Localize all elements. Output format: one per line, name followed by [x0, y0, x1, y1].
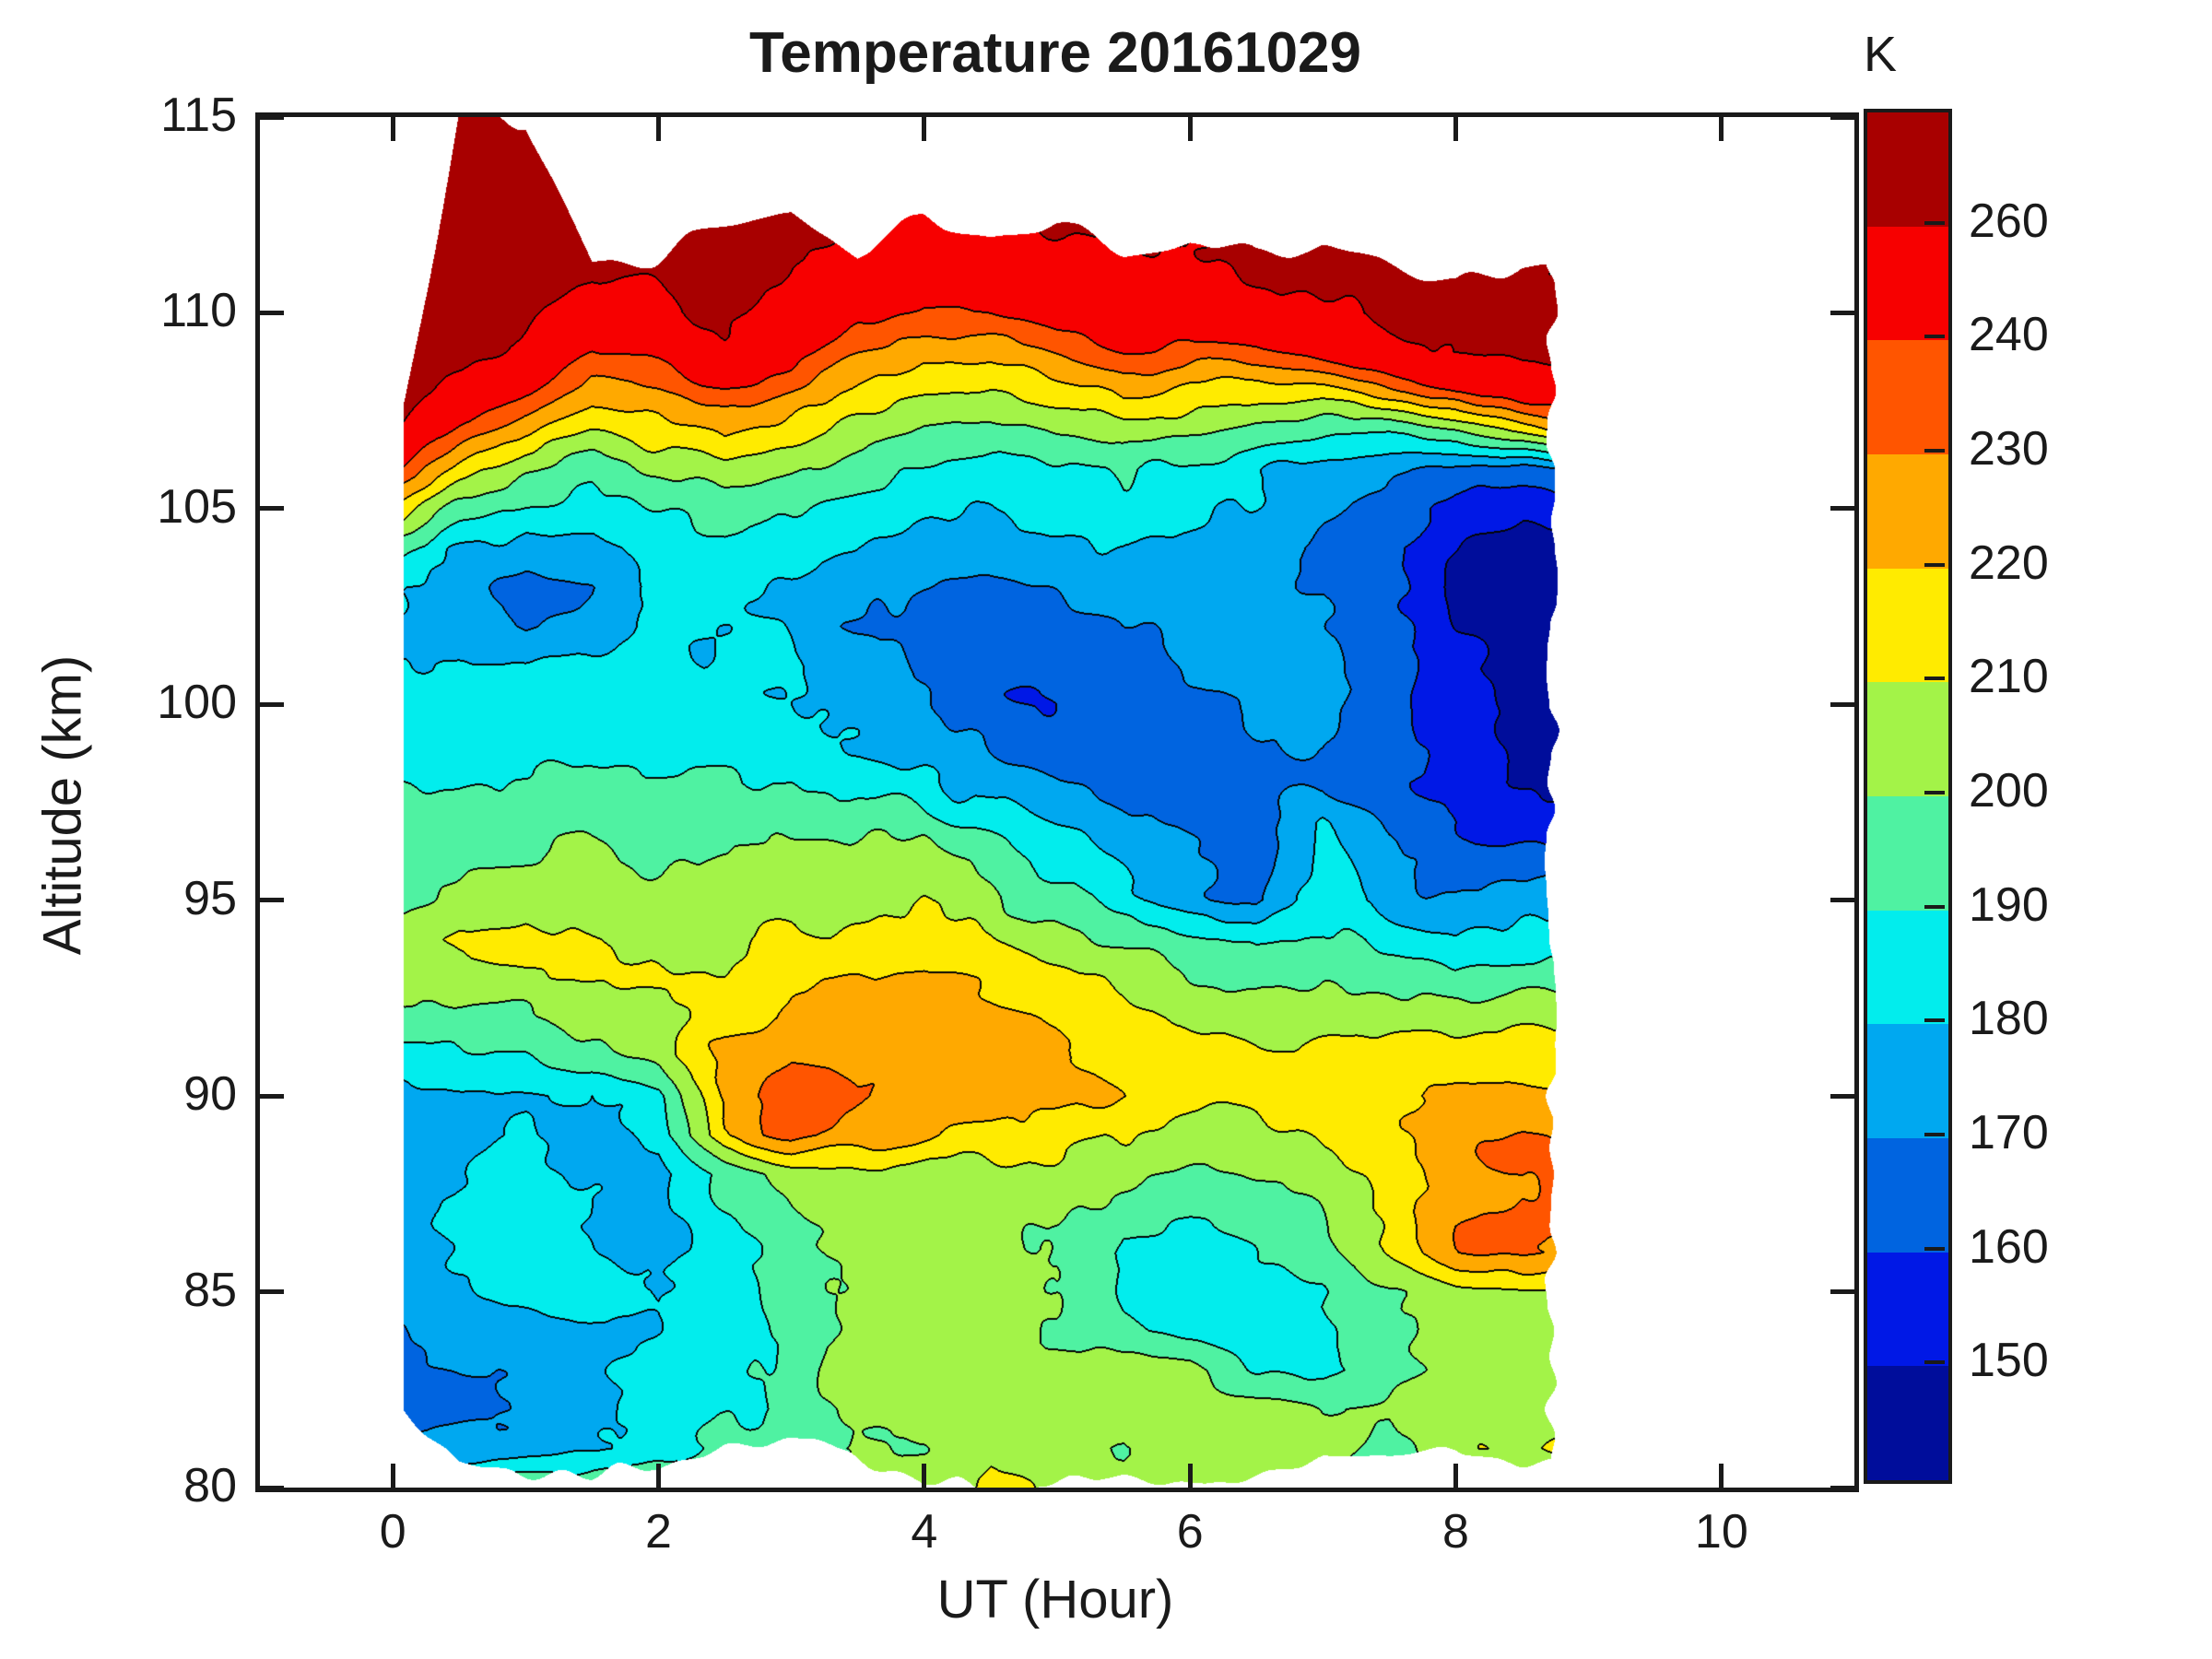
- y-tick-mark-right: [1830, 506, 1854, 512]
- y-tick-mark-right: [1830, 114, 1854, 120]
- colorbar-tick-label: 230: [1969, 422, 2049, 476]
- x-tick-label: 8: [1442, 1505, 1469, 1559]
- y-tick-mark-right: [1830, 310, 1854, 315]
- x-tick-label: 4: [911, 1505, 938, 1559]
- colorbar-tick-mark: [1924, 1133, 1945, 1136]
- colorbar-tick-mark: [1924, 1018, 1945, 1023]
- colorbar-cell: [1867, 682, 1948, 796]
- y-tick-mark: [260, 114, 284, 120]
- colorbar-cell: [1867, 1137, 1948, 1253]
- y-tick-mark-right: [1830, 1289, 1854, 1295]
- x-tick-mark: [656, 1464, 661, 1488]
- contour-plot: [260, 117, 1854, 1488]
- y-tick-label: 100: [157, 676, 237, 730]
- y-tick-mark: [260, 506, 284, 512]
- x-tick-mark: [922, 1464, 927, 1488]
- x-tick-mark-top: [922, 117, 927, 141]
- colorbar-tick-mark: [1924, 220, 1945, 225]
- x-axis-label: UT (Hour): [936, 1570, 1174, 1630]
- y-tick-mark-right: [1830, 898, 1854, 903]
- colorbar-cell: [1867, 910, 1948, 1025]
- colorbar-tick-label: 210: [1969, 650, 2049, 704]
- y-tick-mark-right: [1830, 1093, 1854, 1099]
- y-tick-mark: [260, 310, 284, 315]
- colorbar-cell: [1867, 1252, 1948, 1367]
- y-tick-label: 95: [183, 871, 237, 925]
- colorbar-cell: [1867, 112, 1948, 227]
- y-tick-mark: [260, 1289, 284, 1295]
- colorbar-tick-mark: [1924, 904, 1945, 909]
- colorbar-cell: [1867, 453, 1948, 569]
- colorbar-tick-label: 260: [1969, 194, 2049, 248]
- x-tick-label: 2: [645, 1505, 672, 1559]
- colorbar-tick-mark: [1924, 791, 1945, 794]
- y-tick-mark: [260, 1093, 284, 1099]
- x-tick-mark-top: [390, 117, 395, 141]
- colorbar-tick-label: 220: [1969, 535, 2049, 590]
- y-tick-mark: [260, 701, 284, 707]
- x-tick-label: 6: [1176, 1505, 1204, 1559]
- colorbar-tick-label: 160: [1969, 1219, 2049, 1274]
- colorbar-cell: [1867, 1024, 1948, 1138]
- chart-title: Temperature 20161029: [748, 21, 1362, 85]
- y-tick-mark: [260, 1485, 284, 1490]
- x-tick-mark-top: [656, 117, 661, 141]
- y-tick-label: 80: [183, 1459, 237, 1512]
- x-tick-mark-top: [1719, 117, 1724, 141]
- colorbar-tick-mark: [1924, 1360, 1945, 1365]
- colorbar-tick-label: 170: [1969, 1106, 2049, 1159]
- colorbar-tick-label: 180: [1969, 992, 2049, 1046]
- colorbar-unit-label: K: [1864, 27, 1898, 82]
- colorbar-cell: [1867, 1366, 1948, 1480]
- x-tick-mark: [390, 1464, 395, 1488]
- x-tick-label: 10: [1694, 1505, 1748, 1559]
- colorbar-tick-mark: [1924, 449, 1945, 453]
- x-tick-mark: [1453, 1464, 1458, 1488]
- colorbar-tick-label: 200: [1969, 764, 2049, 818]
- x-tick-mark-top: [1453, 117, 1458, 141]
- colorbar-cell: [1867, 795, 1948, 911]
- y-tick-label: 85: [183, 1263, 237, 1317]
- colorbar-cell: [1867, 340, 1948, 454]
- y-axis-label: Altitude (km): [32, 654, 93, 956]
- colorbar-tick-mark: [1924, 562, 1945, 567]
- colorbar-tick-mark: [1924, 335, 1945, 339]
- colorbar-cell: [1867, 226, 1948, 341]
- y-tick-mark-right: [1830, 701, 1854, 707]
- x-tick-mark: [1719, 1464, 1724, 1488]
- colorbar-tick-mark: [1924, 677, 1945, 681]
- x-tick-mark: [1187, 1464, 1193, 1488]
- colorbar-tick-label: 240: [1969, 308, 2049, 362]
- colorbar: [1864, 109, 1952, 1484]
- y-tick-mark-right: [1830, 1485, 1854, 1490]
- y-tick-label: 105: [157, 479, 237, 534]
- y-tick-label: 110: [160, 284, 237, 338]
- colorbar-tick-label: 190: [1969, 877, 2049, 932]
- x-tick-label: 0: [379, 1505, 406, 1559]
- colorbar-cell: [1867, 568, 1948, 683]
- x-tick-mark-top: [1187, 117, 1193, 141]
- y-tick-label: 115: [160, 88, 237, 142]
- y-tick-label: 90: [183, 1067, 237, 1122]
- colorbar-cells: [1867, 112, 1948, 1480]
- colorbar-tick-label: 150: [1969, 1334, 2049, 1388]
- colorbar-tick-mark: [1924, 1246, 1945, 1251]
- y-tick-mark: [260, 898, 284, 903]
